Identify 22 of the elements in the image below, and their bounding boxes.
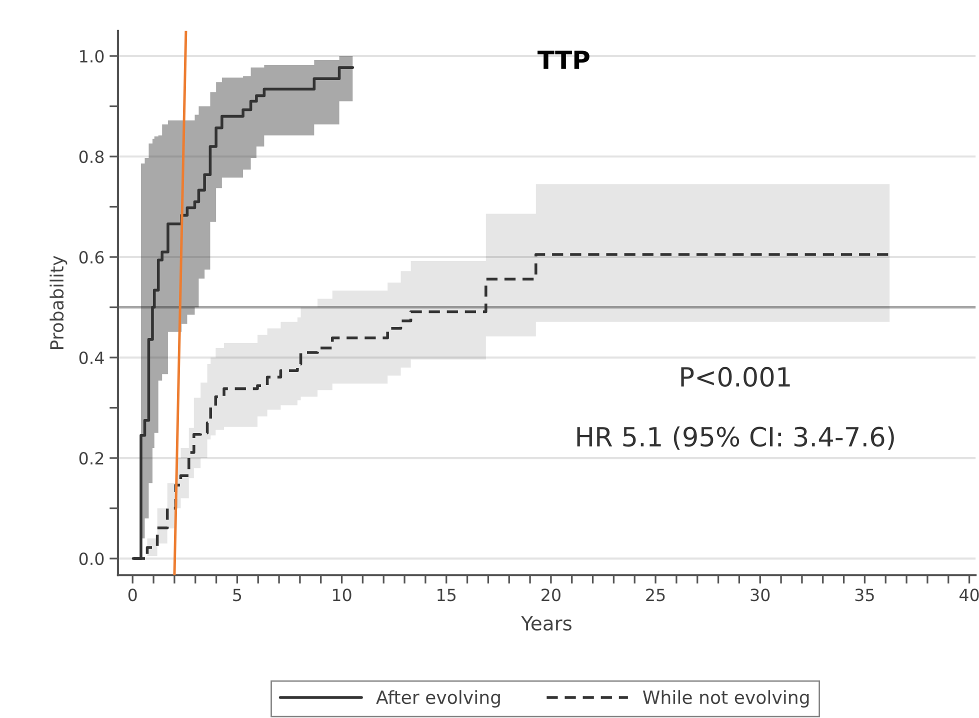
legend-label: After evolving xyxy=(376,690,500,708)
y-tick-label: 0.4 xyxy=(79,351,104,364)
y-tick-label: 0.8 xyxy=(79,150,104,164)
x-tick-label: 20 xyxy=(542,588,560,602)
y-tick-label: 0.6 xyxy=(79,250,104,264)
x-tick-label: 25 xyxy=(646,588,665,602)
annotation: P<0.001 xyxy=(681,366,790,387)
x-tick-label: 40 xyxy=(960,588,979,602)
legend-label: While not evolving xyxy=(642,690,809,708)
y-tick-label: 0.0 xyxy=(79,552,104,566)
x-tick-label: 35 xyxy=(855,588,874,602)
annotation: HR 5.1 (95% CI: 3.4-7.6) xyxy=(577,426,894,450)
y-tick-label: 1.0 xyxy=(80,50,104,63)
y-tick-label: 0.2 xyxy=(79,452,104,465)
x-tick-label: 10 xyxy=(333,588,352,602)
y-axis-title: Probability xyxy=(50,256,68,349)
x-axis-title: Years xyxy=(521,616,572,631)
x-tick-label: 0 xyxy=(128,588,137,602)
text: TTP xyxy=(538,50,590,69)
x-tick-label: 5 xyxy=(233,588,242,602)
x-tick-label: 30 xyxy=(750,588,770,602)
x-tick-label: 15 xyxy=(438,588,456,602)
